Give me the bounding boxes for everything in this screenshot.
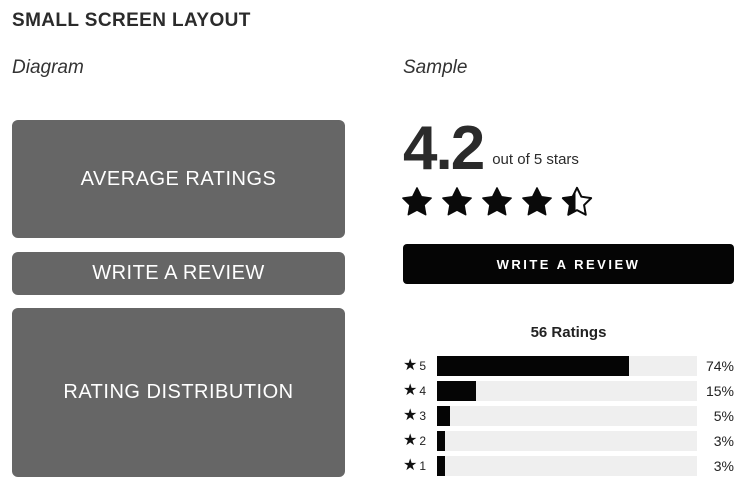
star-partial-icon	[561, 186, 593, 216]
bar-fill	[437, 381, 476, 401]
average-score-caption: out of 5 stars	[492, 151, 579, 168]
bar-track	[437, 456, 697, 476]
row-label: ★ 5	[403, 358, 437, 374]
bar-fill	[437, 431, 445, 451]
diagram-box-write-a-review: WRITE A REVIEW	[12, 252, 345, 295]
star-count: 1	[419, 459, 427, 473]
percent-label: 3%	[713, 433, 734, 449]
distribution-row-3-star: ★ 3 5%	[403, 406, 734, 426]
star-rating-display	[400, 185, 734, 219]
star-icon: ★	[403, 382, 418, 399]
star-count: 3	[419, 409, 427, 423]
bar-track	[437, 356, 697, 376]
star-filled-icon	[442, 187, 472, 216]
star-count: 5	[419, 359, 427, 373]
sample-heading: Sample	[403, 57, 468, 78]
distribution-row-4-star: ★ 4 15%	[403, 381, 734, 401]
star-icon: ★	[403, 357, 418, 374]
bar-fill	[437, 356, 630, 376]
diagram-box-label: RATING DISTRIBUTION	[63, 381, 294, 403]
columns: Diagram AVERAGE RATINGS WRITE A REVIEW R…	[12, 57, 740, 481]
row-label: ★ 2	[403, 433, 437, 449]
diagram-box-average-ratings: AVERAGE RATINGS	[12, 120, 345, 238]
row-label: ★ 4	[403, 383, 437, 399]
star-filled-icon	[522, 187, 552, 216]
row-label: ★ 1	[403, 458, 437, 474]
sample-column: Sample 4.2 out of 5 stars	[400, 57, 734, 481]
diagram-box-label: AVERAGE RATINGS	[80, 167, 277, 190]
bar-track	[437, 381, 697, 401]
row-label: ★ 3	[403, 408, 437, 424]
bar-fill	[437, 456, 445, 476]
average-rating-summary: 4.2 out of 5 stars	[403, 114, 734, 183]
percent-label: 74%	[705, 358, 734, 374]
diagram-heading: Diagram	[12, 57, 84, 78]
page-title: SMALL SCREEN LAYOUT	[12, 10, 251, 31]
percent-label: 15%	[705, 383, 734, 399]
star-icon: ★	[403, 457, 418, 474]
bar-track	[437, 406, 697, 426]
diagram-box-label: WRITE A REVIEW	[92, 262, 265, 284]
diagram-box-rating-distribution: RATING DISTRIBUTION	[12, 308, 345, 477]
rating-distribution-chart: ★ 5 74% ★ 4 15%	[403, 356, 734, 476]
star-filled-icon	[402, 187, 432, 216]
star-icon: ★	[403, 432, 418, 449]
percent-label: 5%	[713, 408, 734, 424]
bar-fill	[437, 406, 450, 426]
distribution-row-2-star: ★ 2 3%	[403, 431, 734, 451]
distribution-row-1-star: ★ 1 3%	[403, 456, 734, 476]
percent-label: 3%	[713, 458, 734, 474]
bar-track	[437, 431, 697, 451]
diagram-column: Diagram AVERAGE RATINGS WRITE A REVIEW R…	[12, 57, 345, 481]
average-score: 4.2	[403, 114, 485, 183]
star-count: 4	[419, 384, 427, 398]
star-count: 2	[419, 434, 427, 448]
write-review-button[interactable]: WRITE A REVIEW	[403, 244, 734, 284]
star-filled-icon	[482, 187, 512, 216]
star-icon: ★	[403, 407, 418, 424]
distribution-row-5-star: ★ 5 74%	[403, 356, 734, 376]
ratings-count: 56 Ratings	[530, 324, 607, 341]
